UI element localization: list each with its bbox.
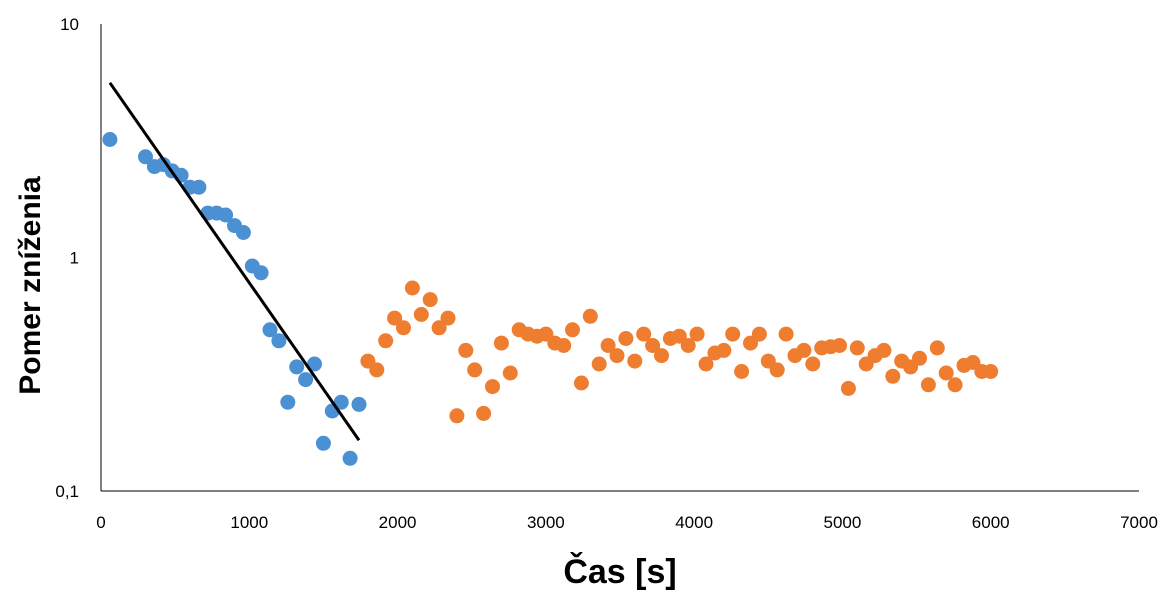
x-axis-title: Čas [s] xyxy=(563,552,676,591)
data-point xyxy=(307,356,322,372)
data-point xyxy=(342,450,358,466)
data-point xyxy=(591,356,607,372)
data-point xyxy=(769,362,785,378)
data-point xyxy=(378,333,394,349)
y-tick-labels: 0,1 1 10 xyxy=(55,15,79,501)
data-point xyxy=(351,396,367,412)
data-point xyxy=(885,368,901,384)
data-point xyxy=(983,364,999,379)
data-point xyxy=(654,348,669,364)
data-point xyxy=(102,132,118,147)
data-point xyxy=(689,326,705,342)
data-point xyxy=(645,338,661,353)
data-point xyxy=(840,380,856,396)
data-point xyxy=(413,307,429,322)
data-point xyxy=(262,322,278,338)
series-layer xyxy=(102,132,999,466)
y-axis-title: Pomer zníženia xyxy=(14,176,47,395)
data-point xyxy=(573,375,589,391)
data-point xyxy=(138,149,153,165)
data-point xyxy=(920,377,936,393)
data-point xyxy=(502,365,518,381)
data-point xyxy=(938,365,954,381)
data-point xyxy=(449,408,465,424)
data-point xyxy=(280,394,296,410)
data-point xyxy=(636,326,652,342)
data-point xyxy=(422,292,438,308)
data-point xyxy=(947,377,963,393)
data-point xyxy=(600,338,616,353)
trendline-layer xyxy=(108,81,361,442)
data-point xyxy=(627,353,643,369)
data-point xyxy=(396,320,411,336)
data-point xyxy=(912,350,927,366)
data-point xyxy=(698,356,714,372)
data-point xyxy=(333,394,349,410)
data-point xyxy=(556,338,572,353)
data-point xyxy=(218,207,234,223)
data-point xyxy=(725,326,741,342)
x-tick-label: 6000 xyxy=(972,513,1010,532)
data-point xyxy=(751,326,767,342)
data-point xyxy=(796,342,812,358)
data-point xyxy=(582,308,598,324)
data-point xyxy=(315,435,331,451)
axes xyxy=(100,24,1139,492)
data-point xyxy=(458,342,474,358)
data-point xyxy=(680,338,696,353)
data-point xyxy=(716,342,732,358)
y-tick-label: 0,1 xyxy=(55,482,79,501)
x-tick-label: 4000 xyxy=(675,513,713,532)
data-point xyxy=(778,326,794,342)
y-tick-label: 1 xyxy=(70,249,79,268)
data-point xyxy=(485,379,500,395)
data-point xyxy=(271,333,287,349)
x-tick-label: 3000 xyxy=(527,513,565,532)
data-point xyxy=(476,405,492,421)
x-tick-labels: 0 1000 2000 3000 4000 5000 6000 7000 xyxy=(96,513,1158,532)
data-point xyxy=(832,338,847,353)
trend-line xyxy=(108,81,361,442)
data-point xyxy=(431,320,447,336)
data-point xyxy=(609,348,625,364)
series-1 xyxy=(102,132,367,466)
data-point xyxy=(404,280,420,296)
data-point xyxy=(467,362,483,378)
data-point xyxy=(289,359,305,375)
data-point xyxy=(805,356,821,372)
y-tick-label: 10 xyxy=(60,15,79,34)
data-point xyxy=(671,328,687,344)
x-tick-label: 2000 xyxy=(379,513,417,532)
data-point xyxy=(565,322,580,338)
x-tick-label: 5000 xyxy=(824,513,862,532)
data-point xyxy=(369,362,385,378)
data-point xyxy=(849,340,865,356)
series-2 xyxy=(360,280,999,424)
x-tick-label: 1000 xyxy=(230,513,268,532)
data-point xyxy=(191,179,207,195)
data-point xyxy=(440,310,456,326)
x-tick-label: 0 xyxy=(96,513,105,532)
data-point xyxy=(493,335,509,351)
data-point xyxy=(298,372,314,388)
x-tick-label: 7000 xyxy=(1120,513,1158,532)
data-point xyxy=(253,265,269,281)
data-point xyxy=(929,340,945,356)
data-point xyxy=(618,331,634,346)
data-point xyxy=(876,342,892,358)
data-point xyxy=(734,364,750,379)
data-point xyxy=(235,225,251,240)
data-point xyxy=(387,310,403,326)
